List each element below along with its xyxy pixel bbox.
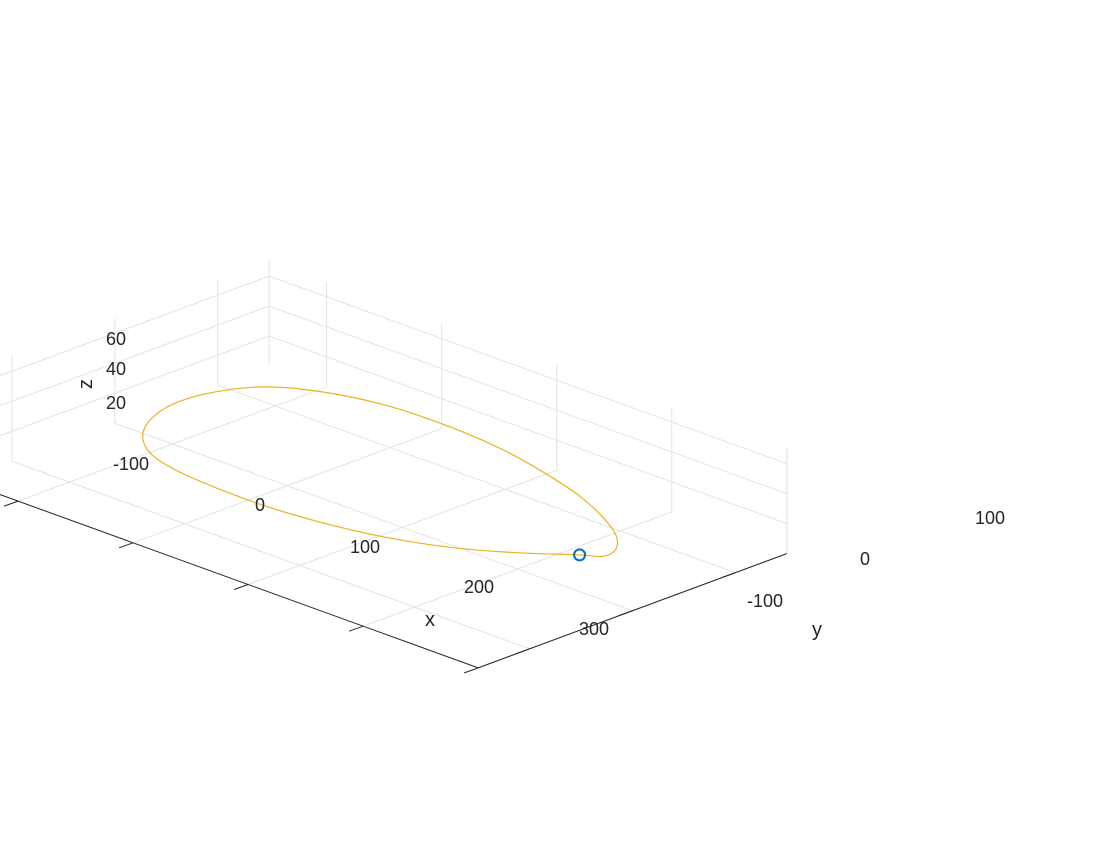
- x-tick-mark: [3, 500, 19, 507]
- x-tick-mark: [348, 625, 364, 632]
- x-axis-title: x: [425, 609, 435, 631]
- start-point-marker: [573, 548, 587, 562]
- back-wall-grid-line: [268, 305, 787, 495]
- z-tick-label: 20: [106, 393, 126, 413]
- x-tick-label: 200: [464, 577, 494, 597]
- side-wall-grid-line: [0, 275, 270, 377]
- x-tick-mark: [118, 542, 134, 549]
- axes-lines: [0, 494, 787, 669]
- y-tick-mark: [721, 572, 736, 579]
- floor-grid-line: [114, 422, 633, 612]
- z-tick-label: 60: [106, 329, 126, 349]
- tick-labels: -100 0 100 200 300 -100 0 100 20 40 60 x…: [75, 329, 1005, 641]
- y-tick-label: -100: [747, 591, 783, 611]
- z-tick-label: 40: [106, 359, 126, 379]
- data-series: [142, 386, 619, 562]
- tick-marks: [3, 500, 736, 674]
- y-tick-label: 100: [975, 508, 1005, 528]
- x-tick-label: -100: [113, 454, 149, 474]
- side-wall-grid-line: [0, 335, 270, 437]
- y-axis-title: y: [812, 619, 822, 641]
- y-tick-mark: [515, 648, 530, 655]
- back-wall-grid-line: [268, 335, 787, 525]
- y-tick-label: 0: [860, 549, 870, 569]
- x-tick-label: 300: [579, 619, 609, 639]
- x-tick-mark: [233, 584, 249, 590]
- x-tick-label: 100: [350, 537, 380, 557]
- z-axis-title: z: [75, 379, 97, 389]
- orbit-line: [142, 386, 619, 558]
- floor-grid-line: [217, 384, 736, 574]
- floor-grid-line: [11, 460, 530, 650]
- x-tick-mark: [464, 667, 479, 674]
- side-wall-grid-line: [0, 305, 270, 407]
- back-wall-grid-line: [268, 275, 787, 465]
- x-tick-label: 0: [255, 495, 265, 515]
- x-axis-line: [0, 494, 479, 669]
- y-tick-mark: [618, 610, 633, 617]
